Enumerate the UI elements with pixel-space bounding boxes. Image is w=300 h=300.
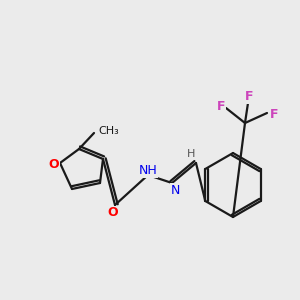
Text: F: F xyxy=(245,91,253,103)
Text: O: O xyxy=(108,206,118,220)
Text: F: F xyxy=(217,100,225,112)
Text: O: O xyxy=(49,158,59,170)
Text: N: N xyxy=(170,184,180,196)
Text: H: H xyxy=(187,149,195,159)
Text: F: F xyxy=(270,107,278,121)
Text: NH: NH xyxy=(139,164,158,178)
Text: CH₃: CH₃ xyxy=(98,126,119,136)
